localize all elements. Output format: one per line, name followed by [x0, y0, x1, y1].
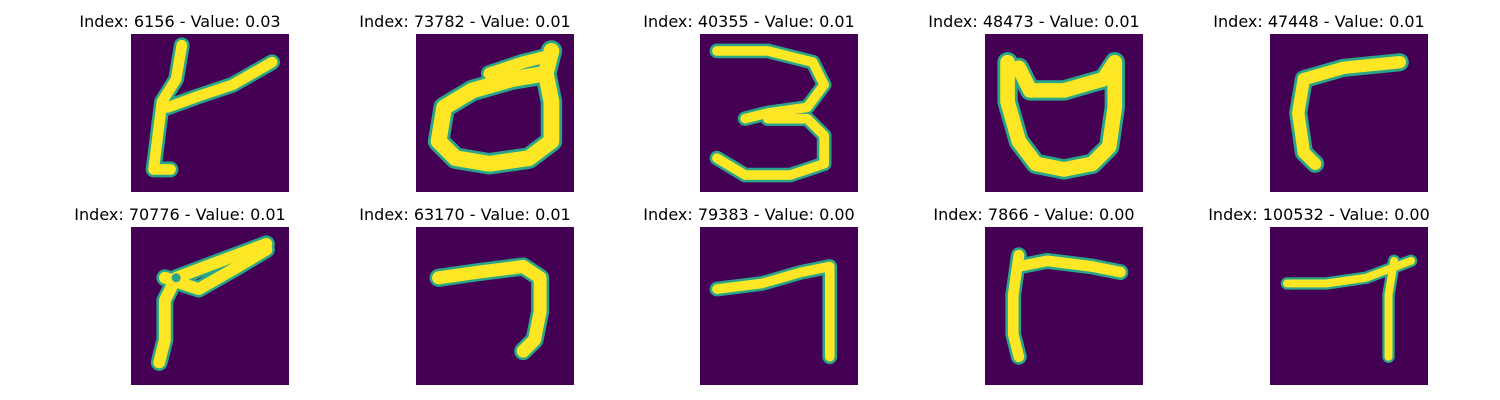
grid-panel-1: Index: 6156 - Value: 0.03: [30, 0, 330, 192]
panel-title: Index: 100532 - Value: 0.00: [1208, 205, 1430, 224]
grid-panel-3: Index: 40355 - Value: 0.01: [599, 0, 899, 192]
grid-panel-4: Index: 48473 - Value: 0.01: [884, 0, 1184, 192]
grid-panel-10: Index: 100532 - Value: 0.00: [1169, 193, 1469, 385]
panel-title: Index: 47448 - Value: 0.01: [1213, 12, 1425, 31]
digit-image: [700, 227, 858, 385]
digit-image: [1270, 227, 1428, 385]
digit-image: [416, 227, 574, 385]
digit-image: [131, 34, 289, 192]
grid-panel-9: Index: 7866 - Value: 0.00: [884, 193, 1184, 385]
digit-image: [131, 227, 289, 385]
panel-title: Index: 7866 - Value: 0.00: [933, 205, 1135, 224]
panel-title: Index: 70776 - Value: 0.01: [74, 205, 286, 224]
grid-panel-2: Index: 73782 - Value: 0.01: [315, 0, 615, 192]
digit-image: [1270, 34, 1428, 192]
digit-image: [416, 34, 574, 192]
panel-title: Index: 6156 - Value: 0.03: [79, 12, 281, 31]
panel-title: Index: 63170 - Value: 0.01: [359, 205, 571, 224]
digit-image: [985, 227, 1143, 385]
panel-title: Index: 40355 - Value: 0.01: [643, 12, 855, 31]
digit-image: [700, 34, 858, 192]
grid-panel-8: Index: 79383 - Value: 0.00: [599, 193, 899, 385]
grid-panel-6: Index: 70776 - Value: 0.01: [30, 193, 330, 385]
panel-title: Index: 79383 - Value: 0.00: [643, 205, 855, 224]
panel-title: Index: 73782 - Value: 0.01: [359, 12, 571, 31]
digit-image: [985, 34, 1143, 192]
grid-panel-5: Index: 47448 - Value: 0.01: [1169, 0, 1469, 192]
grid-panel-7: Index: 63170 - Value: 0.01: [315, 193, 615, 385]
panel-title: Index: 48473 - Value: 0.01: [928, 12, 1140, 31]
